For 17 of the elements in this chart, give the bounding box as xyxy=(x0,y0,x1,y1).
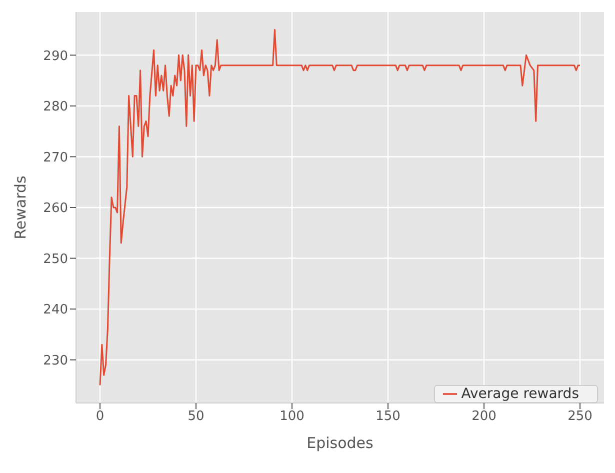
y-tick-label: 280 xyxy=(43,100,68,115)
y-tick-label: 240 xyxy=(43,302,68,318)
x-axis-title: Episodes xyxy=(306,434,374,452)
y-tick-label: 270 xyxy=(43,150,68,166)
y-tick-label: 230 xyxy=(43,353,68,368)
x-tick-label: 50 xyxy=(188,409,204,424)
x-tick-label: 150 xyxy=(376,409,400,424)
x-tick-label: 250 xyxy=(568,409,592,424)
legend-label: Average rewards xyxy=(461,386,579,402)
y-tick-label: 250 xyxy=(43,252,68,267)
x-tick-label: 100 xyxy=(280,409,304,424)
y-tick-label: 290 xyxy=(43,48,68,64)
y-tick-label: 260 xyxy=(43,201,68,216)
line-series xyxy=(99,29,581,386)
x-tick-label: 200 xyxy=(472,409,496,424)
y-axis-title: Rewards xyxy=(11,175,30,240)
x-tick-label: 0 xyxy=(96,409,104,424)
